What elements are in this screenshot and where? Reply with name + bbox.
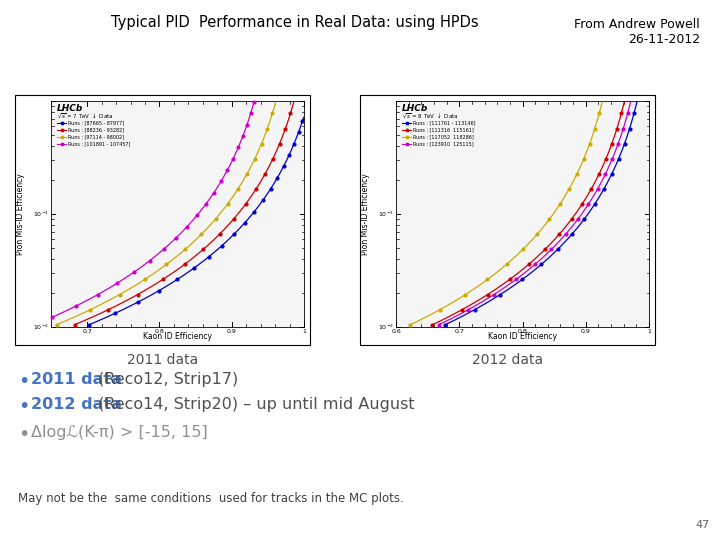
Text: 47: 47 (696, 520, 710, 530)
Text: Runs : [111316  115161]: Runs : [111316 115161] (413, 127, 474, 132)
Text: $\sqrt{s}$ = 7 TeV $\downarrow$ Data: $\sqrt{s}$ = 7 TeV $\downarrow$ Data (57, 111, 114, 120)
Text: 2012 data: 2012 data (31, 397, 122, 412)
Text: 0.9: 0.9 (227, 329, 237, 334)
Text: $10^{-1}$: $10^{-1}$ (378, 210, 394, 219)
Text: 2011 data: 2011 data (31, 372, 122, 387)
Text: 0.7: 0.7 (82, 329, 92, 334)
Text: Pion Mis-ID Efficiency: Pion Mis-ID Efficiency (17, 173, 25, 255)
Text: Runs : [88236 - 93282]: Runs : [88236 - 93282] (68, 127, 124, 132)
Text: 0.9: 0.9 (581, 329, 590, 334)
Text: Pion Mis-ID Efficiency: Pion Mis-ID Efficiency (361, 173, 371, 255)
Text: 0.7: 0.7 (454, 329, 464, 334)
Text: Kaon ID Efficiency: Kaon ID Efficiency (488, 332, 557, 341)
Text: Runs : [101891 - 107457]: Runs : [101891 - 107457] (68, 141, 130, 146)
Text: 1: 1 (302, 329, 306, 334)
Bar (15, 95, 310, 345)
Text: 2012 data: 2012 data (472, 353, 543, 367)
Text: Runs : [123910  125115]: Runs : [123910 125115] (413, 141, 474, 146)
Text: 0.6: 0.6 (391, 329, 401, 334)
Text: 1: 1 (647, 329, 651, 334)
Text: LHCb: LHCb (402, 104, 428, 113)
Text: Runs : [97114 - 98002]: Runs : [97114 - 98002] (68, 134, 124, 139)
Text: Kaon ID Efficiency: Kaon ID Efficiency (143, 332, 212, 341)
Text: $\sqrt{s}$ = 8 TeV $\downarrow$ Data: $\sqrt{s}$ = 8 TeV $\downarrow$ Data (402, 111, 459, 120)
Text: 26-11-2012: 26-11-2012 (628, 33, 700, 46)
Text: May not be the  same conditions  used for tracks in the MC plots.: May not be the same conditions used for … (18, 492, 404, 505)
Text: Runs : [111761 - 113146]: Runs : [111761 - 113146] (413, 120, 475, 125)
Bar (51, 101, 304, 327)
Text: $10^{-1}$: $10^{-1}$ (33, 210, 49, 219)
Text: LHCb: LHCb (57, 104, 84, 113)
Text: $10^{-2}$: $10^{-2}$ (378, 322, 394, 332)
Text: Typical PID  Performance in Real Data: using HPDs: Typical PID Performance in Real Data: us… (111, 15, 479, 30)
Text: 0.8: 0.8 (155, 329, 164, 334)
Text: •: • (18, 372, 30, 391)
Text: From Andrew Powell: From Andrew Powell (575, 18, 700, 31)
Text: •: • (18, 425, 30, 444)
Text: Δlogℒ(K-π) > [-15, 15]: Δlogℒ(K-π) > [-15, 15] (31, 425, 208, 440)
Bar (396, 101, 649, 327)
Text: 0.8: 0.8 (518, 329, 527, 334)
Text: (Reco12, Strip17): (Reco12, Strip17) (93, 372, 238, 387)
Text: (Reco14, Strip20) – up until mid August: (Reco14, Strip20) – up until mid August (93, 397, 415, 412)
Text: Runs : [87665 - 87977]: Runs : [87665 - 87977] (68, 120, 124, 125)
Text: Runs : [117052  118286]: Runs : [117052 118286] (413, 134, 474, 139)
Text: •: • (18, 397, 30, 416)
Bar (360, 95, 655, 345)
Text: 2011 data: 2011 data (127, 353, 198, 367)
Text: $10^{-2}$: $10^{-2}$ (33, 322, 49, 332)
